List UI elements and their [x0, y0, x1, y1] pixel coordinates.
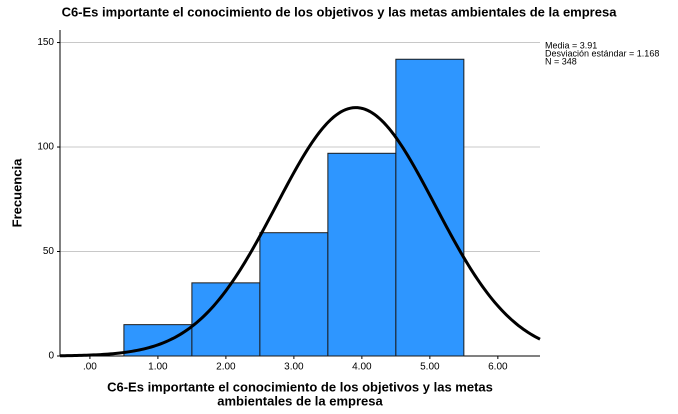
chart-title: C6-Es importante el conocimiento de los …: [62, 4, 618, 19]
x-tick-label: .00: [83, 362, 97, 373]
x-tick-label: 5.00: [420, 362, 440, 373]
bar: [395, 58, 465, 357]
normal-curve: [59, 106, 541, 358]
annotation: N = 348: [545, 56, 577, 66]
y-tick-label: 100: [37, 142, 54, 153]
y-tick-label: 150: [37, 37, 54, 48]
x-tick-label: 6.00: [488, 362, 508, 373]
x-tick-label: 4.00: [352, 362, 372, 373]
y-tick-label: 50: [43, 246, 55, 257]
x-tick-label: 2.00: [216, 362, 236, 373]
x-axis-label: C6-Es importante el conocimiento de los …: [107, 379, 493, 394]
bar: [259, 232, 329, 357]
y-tick-label: 0: [48, 351, 54, 362]
x-axis-label: ambientales de la empresa: [217, 393, 383, 408]
bar: [191, 282, 261, 357]
annotation: Media = 3.91: [545, 40, 597, 50]
y-axis-label: Frecuencia: [9, 158, 24, 227]
bar: [327, 152, 397, 357]
x-tick-label: 3.00: [284, 362, 304, 373]
annotation: Desviación estándar = 1.168: [545, 48, 659, 58]
x-tick-label: 1.00: [148, 362, 168, 373]
